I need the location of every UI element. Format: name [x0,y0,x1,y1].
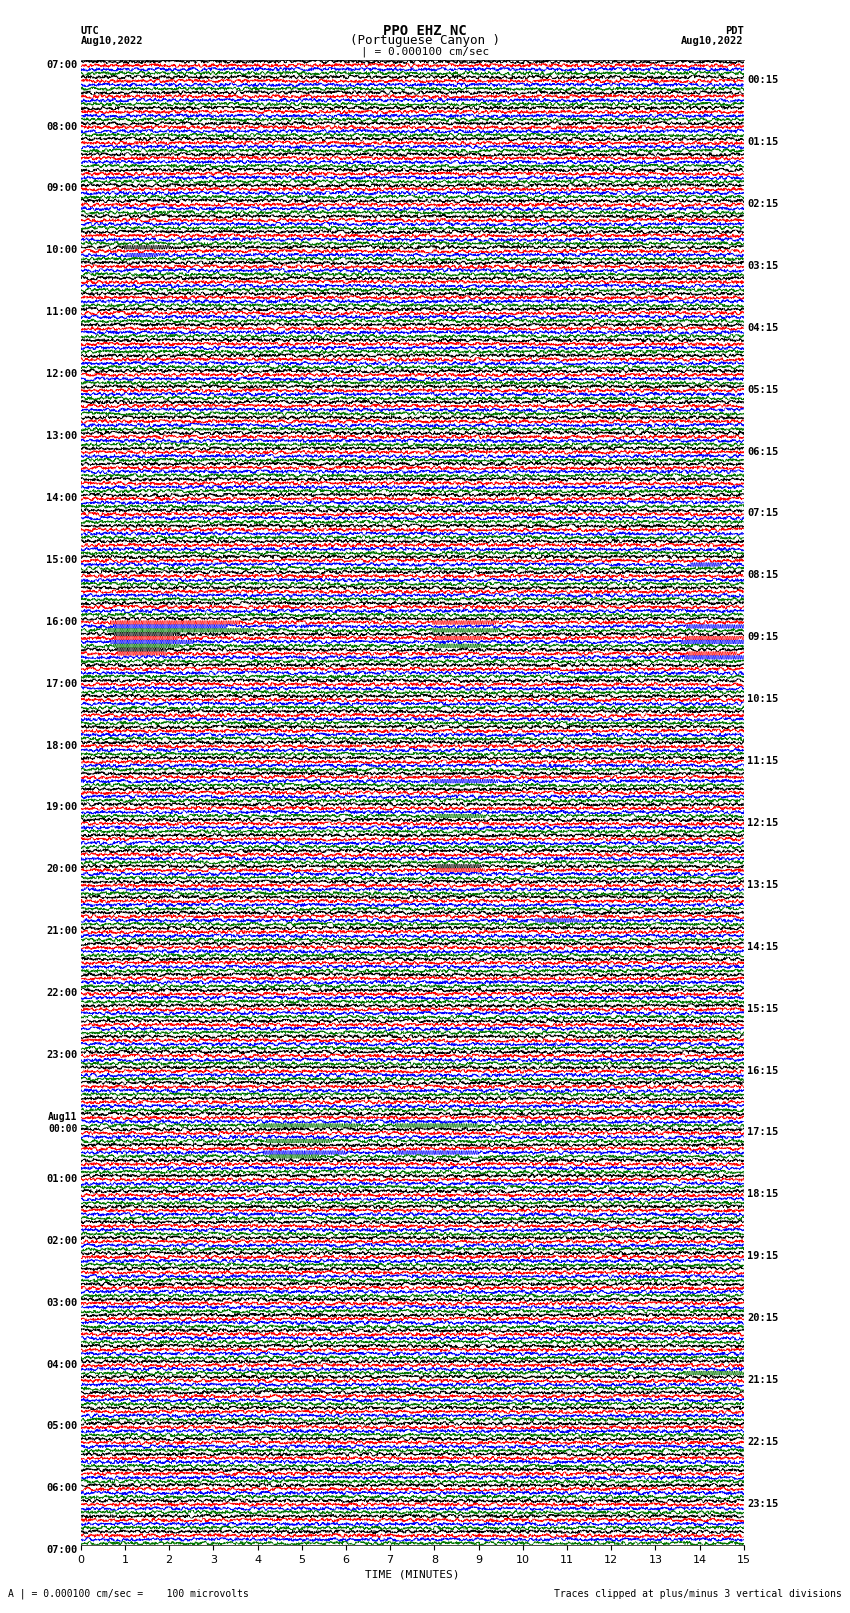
Text: 07:00: 07:00 [46,1545,77,1555]
Text: 04:00: 04:00 [46,1360,77,1369]
Text: Traces clipped at plus/minus 3 vertical divisions: Traces clipped at plus/minus 3 vertical … [553,1589,842,1598]
Text: 01:15: 01:15 [747,137,779,147]
Text: 05:00: 05:00 [46,1421,77,1431]
Text: 18:00: 18:00 [46,740,77,750]
Text: PPO EHZ NC: PPO EHZ NC [383,24,467,37]
Text: 19:00: 19:00 [46,803,77,813]
Text: 14:15: 14:15 [747,942,779,952]
Text: 23:00: 23:00 [46,1050,77,1060]
Text: 09:00: 09:00 [46,184,77,194]
Text: 12:15: 12:15 [747,818,779,827]
Text: 14:00: 14:00 [46,494,77,503]
Text: 11:00: 11:00 [46,306,77,318]
Text: 06:15: 06:15 [747,447,779,456]
Text: UTC: UTC [81,26,99,35]
Text: 02:15: 02:15 [747,198,779,210]
Text: 04:15: 04:15 [747,323,779,332]
Text: 05:15: 05:15 [747,384,779,395]
Text: 11:15: 11:15 [747,756,779,766]
Text: 01:00: 01:00 [46,1174,77,1184]
Text: 21:15: 21:15 [747,1374,779,1386]
Text: 21:00: 21:00 [46,926,77,936]
Text: 18:15: 18:15 [747,1189,779,1200]
Text: 08:15: 08:15 [747,571,779,581]
Text: 07:00: 07:00 [46,60,77,69]
Text: 20:15: 20:15 [747,1313,779,1323]
Text: 19:15: 19:15 [747,1252,779,1261]
Text: 13:15: 13:15 [747,879,779,890]
Text: 10:15: 10:15 [747,694,779,705]
Text: 03:00: 03:00 [46,1297,77,1308]
Text: 16:00: 16:00 [46,616,77,627]
Text: 20:00: 20:00 [46,865,77,874]
Text: 13:00: 13:00 [46,431,77,440]
Text: 02:00: 02:00 [46,1236,77,1245]
Text: 03:15: 03:15 [747,261,779,271]
Text: A | = 0.000100 cm/sec =    100 microvolts: A | = 0.000100 cm/sec = 100 microvolts [8,1589,249,1600]
Text: 22:15: 22:15 [747,1437,779,1447]
Text: PDT: PDT [725,26,744,35]
Text: (Portuguese Canyon ): (Portuguese Canyon ) [350,34,500,47]
X-axis label: TIME (MINUTES): TIME (MINUTES) [365,1569,460,1579]
Text: Aug11
00:00: Aug11 00:00 [48,1111,77,1134]
Text: 06:00: 06:00 [46,1484,77,1494]
Text: | = 0.000100 cm/sec: | = 0.000100 cm/sec [361,47,489,56]
Text: 23:15: 23:15 [747,1498,779,1508]
Text: 10:00: 10:00 [46,245,77,255]
Text: 17:00: 17:00 [46,679,77,689]
Text: 22:00: 22:00 [46,989,77,998]
Text: 00:15: 00:15 [747,76,779,85]
Text: Aug10,2022: Aug10,2022 [681,35,744,45]
Text: Aug10,2022: Aug10,2022 [81,35,144,45]
Text: 15:00: 15:00 [46,555,77,565]
Text: 09:15: 09:15 [747,632,779,642]
Text: 17:15: 17:15 [747,1127,779,1137]
Text: 08:00: 08:00 [46,121,77,132]
Text: 12:00: 12:00 [46,369,77,379]
Text: 16:15: 16:15 [747,1066,779,1076]
Text: 15:15: 15:15 [747,1003,779,1013]
Text: 07:15: 07:15 [747,508,779,518]
